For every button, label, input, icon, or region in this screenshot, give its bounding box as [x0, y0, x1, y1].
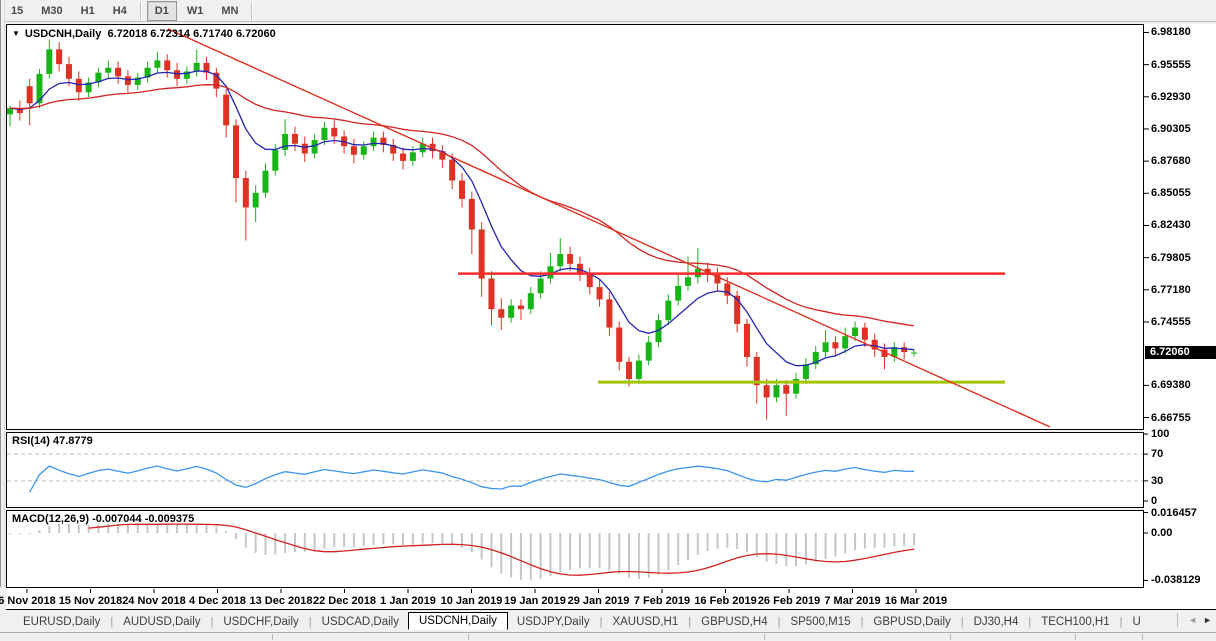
tab-separator: | — [110, 615, 114, 628]
tab-sp500-m15[interactable]: SP500,M15 — [790, 615, 851, 628]
ohlc-close: 6.72060 — [235, 28, 276, 40]
chart-window-edge — [0, 0, 5, 587]
chart-tab-bar: EURUSD,Daily | AUDUSD,Daily | USDCHF,Daily | U… — [0, 611, 1216, 632]
timeframe-button-d1[interactable]: D1 — [146, 0, 177, 21]
tab-separator: | — [860, 615, 864, 628]
timeframe-button-w1[interactable]: W1 — [186, 4, 204, 17]
timeframe-button-15[interactable]: 15 — [11, 4, 24, 17]
chart-symbol-period: USDCNH,Daily — [24, 28, 102, 40]
tab-separator: | — [1028, 615, 1032, 628]
toolbar-separator — [251, 1, 254, 20]
tab-scroll-controls: ◄ ► — [1177, 613, 1212, 627]
timeframe-button-h4[interactable]: H4 — [112, 4, 127, 17]
status-divider — [950, 634, 951, 640]
tab-gbpusd-h4[interactable]: GBPUSD,H4 — [701, 615, 768, 628]
ohlc-high: 6.72314 — [150, 28, 191, 40]
tab-separator: | — [960, 615, 964, 628]
tab-xauusd-h1[interactable]: XAUUSD,H1 — [612, 615, 679, 628]
chart-dropdown-icon[interactable]: ▼ — [12, 29, 20, 38]
price-axis[interactable] — [1144, 24, 1216, 610]
timeframe-button-mn[interactable]: MN — [221, 4, 239, 17]
tab-separator: | — [308, 615, 312, 628]
tab-separator: | — [599, 615, 603, 628]
tab-scroll-right-icon[interactable]: ► — [1203, 615, 1212, 625]
status-bar — [0, 632, 1216, 641]
tab-dj30-h4[interactable]: DJ30,H4 — [973, 615, 1019, 628]
tab-usdcad-daily[interactable]: USDCAD,Daily — [321, 615, 399, 628]
tab-usdjpy-daily[interactable]: USDJPY,Daily — [516, 615, 590, 628]
tab-usdchf-daily[interactable]: USDCHF,Daily — [223, 615, 299, 628]
tab-scroll-separator — [1177, 613, 1179, 627]
toolbar-separator — [139, 1, 142, 20]
status-divider — [1075, 634, 1076, 640]
tab-scroll-left-icon[interactable]: ◄ — [1188, 615, 1198, 625]
current-price-badge: 6.72060 — [1145, 346, 1216, 360]
tab-usdcnh-daily[interactable]: USDCNH,Daily — [407, 612, 508, 630]
ohlc-low: 6.71740 — [193, 28, 233, 40]
tab-separator: | — [1119, 615, 1123, 628]
price-chart-pane[interactable] — [6, 24, 1144, 430]
date-axis[interactable] — [6, 588, 1216, 610]
timeframe-button-h1[interactable]: H1 — [80, 4, 95, 17]
tab-u[interactable]: U — [1132, 615, 1141, 628]
tab-audusd-daily[interactable]: AUDUSD,Daily — [123, 615, 201, 628]
tab-separator: | — [210, 615, 214, 628]
rsi-pane[interactable] — [6, 432, 1144, 508]
macd-indicator-label: MACD(12,26,9) -0.007044 -0.009375 — [12, 513, 195, 525]
timeframe-button-m30[interactable]: M30 — [41, 4, 63, 17]
timeframe-toolbar: 15 M30 H1 H4 D1 W1 MN — [0, 0, 1216, 22]
tab-gbpusd-daily[interactable]: GBPUSD,Daily — [873, 615, 951, 628]
tab-tech100-h1[interactable]: TECH100,H1 — [1041, 615, 1110, 628]
chart-title: ▼ USDCNH,Daily 6.72018 6.72314 6.71740 6.… — [12, 28, 276, 40]
status-divider — [468, 634, 469, 640]
rsi-indicator-label: RSI(14) 47.8779 — [12, 435, 93, 447]
status-divider — [1142, 634, 1143, 640]
tab-separator: | — [777, 615, 781, 628]
tab-eurusd-daily[interactable]: EURUSD,Daily — [23, 615, 101, 628]
ohlc-open: 6.72018 — [107, 28, 148, 40]
status-divider — [764, 634, 765, 640]
tab-separator: | — [688, 615, 692, 628]
status-divider — [272, 634, 273, 640]
